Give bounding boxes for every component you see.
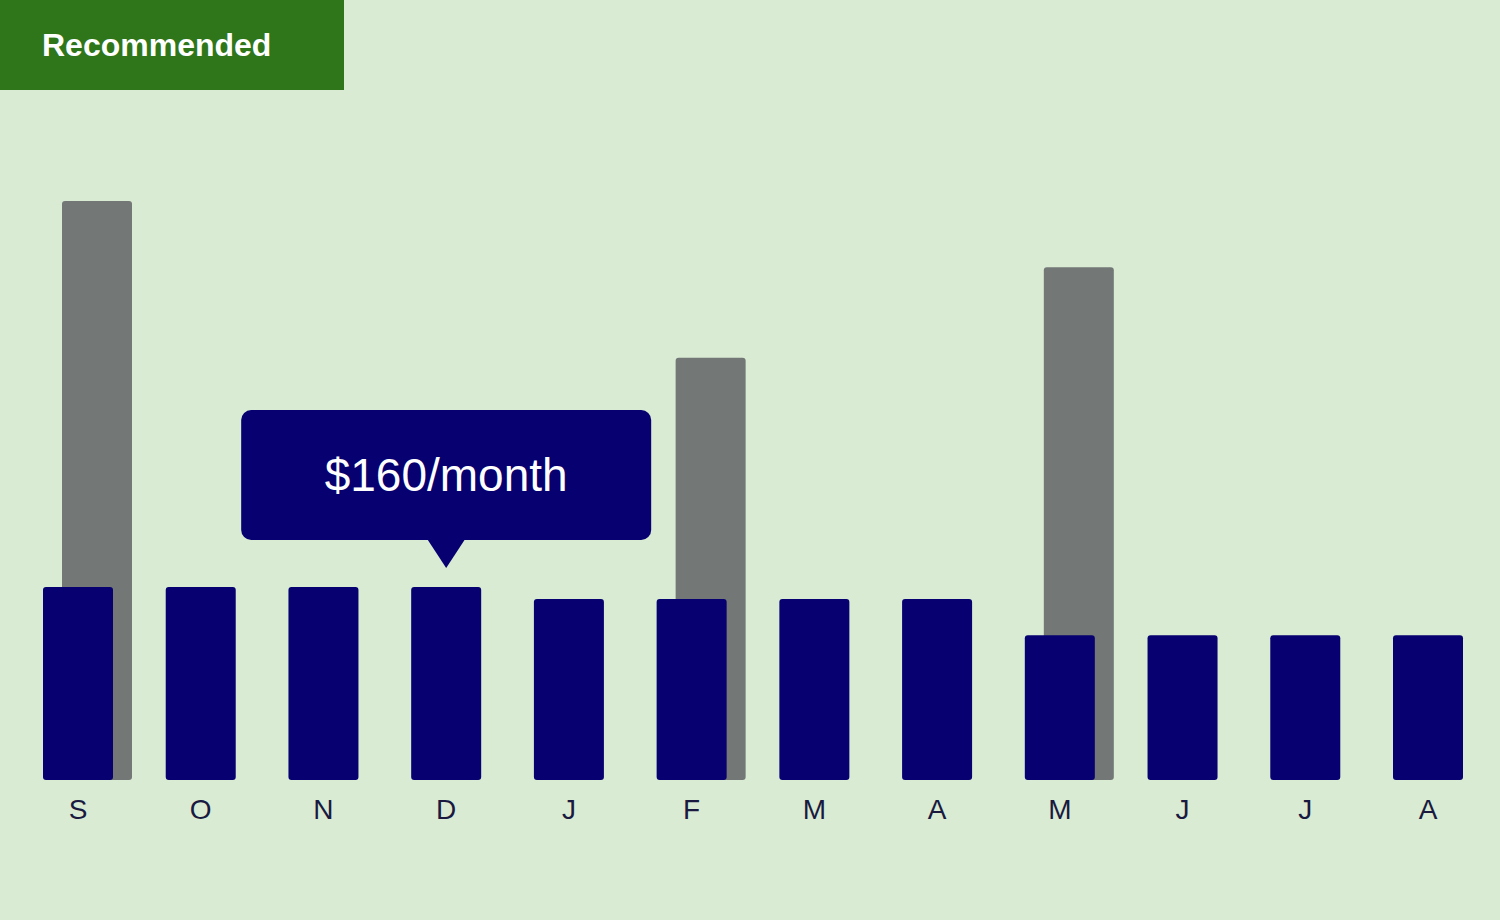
tooltip: $160/month [241,410,651,568]
bar [166,587,236,780]
bar [1393,635,1463,780]
category-label: S [69,794,88,825]
category-label: M [1048,794,1071,825]
bar [43,587,113,780]
category-label: J [1176,794,1190,825]
background [0,0,1500,920]
bar [411,587,481,780]
bar [779,599,849,780]
bar [902,599,972,780]
badge: Recommended [42,27,271,63]
bar [657,599,727,780]
tooltip-box [241,410,651,540]
bar [534,599,604,780]
category-label: O [190,794,212,825]
tooltip-pointer [427,539,465,568]
bar [288,587,358,780]
chart: Recommended S O N D J F M A M J J A $160/month [0,0,1500,920]
category-label: J [562,794,576,825]
category-label: D [436,794,456,825]
bar [1025,635,1095,780]
category-label: N [313,794,333,825]
category-label: A [928,794,947,825]
category-label: J [1298,794,1312,825]
badge-box [0,0,344,90]
category-label: M [803,794,826,825]
category-label: F [683,794,700,825]
bar [1148,635,1218,780]
category-label: A [1419,794,1438,825]
annotation: $160/month [325,449,568,501]
bar [1270,635,1340,780]
bars [43,201,1463,780]
